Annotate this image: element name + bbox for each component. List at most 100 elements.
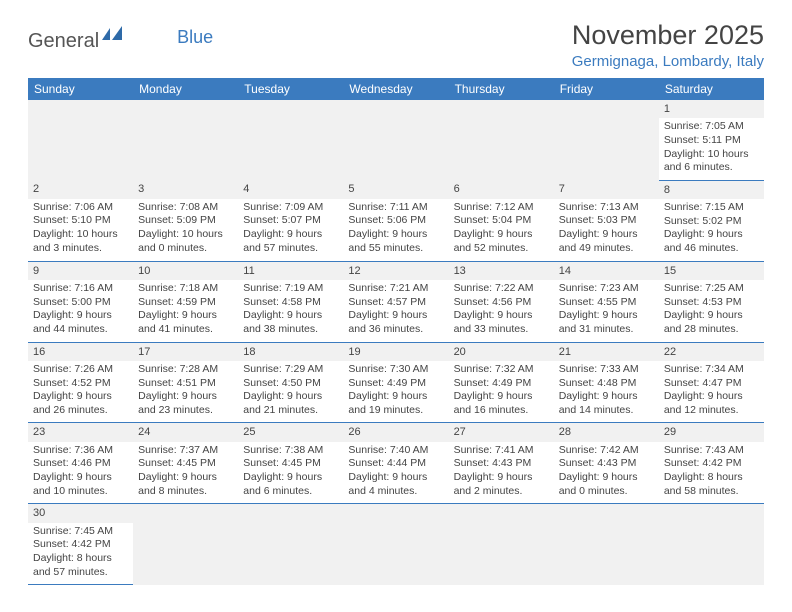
calendar-blank-cell [659,504,764,585]
sunset-line: Sunset: 5:06 PM [348,214,443,228]
location-subtitle: Germignaga, Lombardy, Italy [572,53,764,70]
day-number: 3 [133,180,238,198]
calendar-day-cell: 24Sunrise: 7:37 AMSunset: 4:45 PMDayligh… [133,423,238,504]
sunrise-line: Sunrise: 7:34 AM [664,363,759,377]
calendar-day-cell: 12Sunrise: 7:21 AMSunset: 4:57 PMDayligh… [343,261,448,342]
daylight-line-1: Daylight: 9 hours [348,471,443,485]
calendar-day-cell: 16Sunrise: 7:26 AMSunset: 4:52 PMDayligh… [28,342,133,423]
sunset-line: Sunset: 4:49 PM [454,377,549,391]
daylight-line-1: Daylight: 9 hours [664,228,759,242]
daylight-line-1: Daylight: 9 hours [243,471,338,485]
daylight-line-2: and 2 minutes. [454,485,549,499]
calendar-day-cell: 30Sunrise: 7:45 AMSunset: 4:42 PMDayligh… [28,504,133,585]
daylight-line-2: and 31 minutes. [559,323,654,337]
calendar-blank-cell [133,100,238,180]
calendar-blank-cell [238,100,343,180]
daylight-line-1: Daylight: 9 hours [33,309,128,323]
calendar-blank-cell [554,100,659,180]
daylight-line-2: and 0 minutes. [559,485,654,499]
logo-text-blue: Blue [177,27,213,48]
daylight-line-2: and 44 minutes. [33,323,128,337]
day-number: 22 [659,343,764,361]
calendar-row: 23Sunrise: 7:36 AMSunset: 4:46 PMDayligh… [28,423,764,504]
daylight-line-1: Daylight: 9 hours [243,390,338,404]
day-number: 24 [133,423,238,441]
day-number: 4 [238,180,343,198]
calendar-day-cell: 13Sunrise: 7:22 AMSunset: 4:56 PMDayligh… [449,261,554,342]
day-number: 28 [554,423,659,441]
day-number: 19 [343,343,448,361]
sunrise-line: Sunrise: 7:08 AM [138,201,233,215]
sunset-line: Sunset: 4:51 PM [138,377,233,391]
daylight-line-2: and 52 minutes. [454,242,549,256]
sunset-line: Sunset: 4:45 PM [138,457,233,471]
sunset-line: Sunset: 4:55 PM [559,296,654,310]
calendar-day-cell: 26Sunrise: 7:40 AMSunset: 4:44 PMDayligh… [343,423,448,504]
calendar-day-cell: 22Sunrise: 7:34 AMSunset: 4:47 PMDayligh… [659,342,764,423]
calendar-blank-cell [133,504,238,585]
calendar-day-cell: 11Sunrise: 7:19 AMSunset: 4:58 PMDayligh… [238,261,343,342]
sunrise-line: Sunrise: 7:36 AM [33,444,128,458]
sunrise-line: Sunrise: 7:41 AM [454,444,549,458]
day-number: 29 [659,423,764,441]
day-number: 16 [28,343,133,361]
sunset-line: Sunset: 4:42 PM [33,538,128,552]
calendar-day-cell: 25Sunrise: 7:38 AMSunset: 4:45 PMDayligh… [238,423,343,504]
sunrise-line: Sunrise: 7:13 AM [559,201,654,215]
daylight-line-1: Daylight: 8 hours [664,471,759,485]
daylight-line-2: and 26 minutes. [33,404,128,418]
daylight-line-2: and 36 minutes. [348,323,443,337]
calendar-day-cell: 18Sunrise: 7:29 AMSunset: 4:50 PMDayligh… [238,342,343,423]
calendar-day-cell: 28 Sunrise: 7:42 AMSunset: 4:43 PMDayligh… [554,423,659,504]
weekday-header: Wednesday [343,78,448,100]
day-number: 12 [343,262,448,280]
daylight-line-2: and 6 minutes. [243,485,338,499]
daylight-line-1: Daylight: 9 hours [664,309,759,323]
sunrise-line: Sunrise: 7:11 AM [348,201,443,215]
logo-text-general: General [28,30,99,53]
day-number: 20 [449,343,554,361]
sunset-line: Sunset: 4:50 PM [243,377,338,391]
sunset-line: Sunset: 4:48 PM [559,377,654,391]
sunset-line: Sunset: 4:45 PM [243,457,338,471]
sunrise-line: Sunrise: 7:30 AM [348,363,443,377]
sunset-line: Sunset: 5:02 PM [664,215,759,229]
sunrise-line: Sunrise: 7:12 AM [454,201,549,215]
sunrise-line: Sunrise: 7:43 AM [664,444,759,458]
weekday-header: Thursday [449,78,554,100]
daylight-line-2: and 3 minutes. [33,242,128,256]
daylight-line-1: Daylight: 9 hours [348,309,443,323]
daylight-line-1: Daylight: 9 hours [454,228,549,242]
daylight-line-1: Daylight: 9 hours [348,228,443,242]
day-number: 5 [343,180,448,198]
daylight-line-2: and 10 minutes. [33,485,128,499]
day-number: 26 [343,423,448,441]
day-number: 11 [238,262,343,280]
weekday-header-row: SundayMondayTuesdayWednesdayThursdayFrid… [28,78,764,100]
day-number: 23 [28,423,133,441]
daylight-line-1: Daylight: 9 hours [138,471,233,485]
sunrise-line: Sunrise: 7:23 AM [559,282,654,296]
daylight-line-1: Daylight: 9 hours [559,471,654,485]
calendar-day-cell: 5 Sunrise: 7:11 AMSunset: 5:06 PMDaylight… [343,180,448,261]
calendar-table: SundayMondayTuesdayWednesdayThursdayFrid… [28,78,764,585]
calendar-row: 30Sunrise: 7:45 AMSunset: 4:42 PMDayligh… [28,504,764,585]
calendar-blank-cell [238,504,343,585]
sunset-line: Sunset: 4:43 PM [559,457,654,471]
sunset-line: Sunset: 4:43 PM [454,457,549,471]
calendar-day-cell: 1Sunrise: 7:05 AMSunset: 5:11 PMDaylight… [659,100,764,180]
calendar-day-cell: 10Sunrise: 7:18 AMSunset: 4:59 PMDayligh… [133,261,238,342]
day-number: 21 [554,343,659,361]
daylight-line-2: and 16 minutes. [454,404,549,418]
day-number: 13 [449,262,554,280]
daylight-line-2: and 19 minutes. [348,404,443,418]
sunset-line: Sunset: 4:44 PM [348,457,443,471]
sunrise-line: Sunrise: 7:42 AM [559,444,654,458]
daylight-line-1: Daylight: 9 hours [454,390,549,404]
day-number: 14 [554,262,659,280]
daylight-line-1: Daylight: 10 hours [33,228,128,242]
sunrise-line: Sunrise: 7:32 AM [454,363,549,377]
calendar-blank-cell [343,100,448,180]
weekday-header: Friday [554,78,659,100]
day-number: 2 [28,180,133,198]
